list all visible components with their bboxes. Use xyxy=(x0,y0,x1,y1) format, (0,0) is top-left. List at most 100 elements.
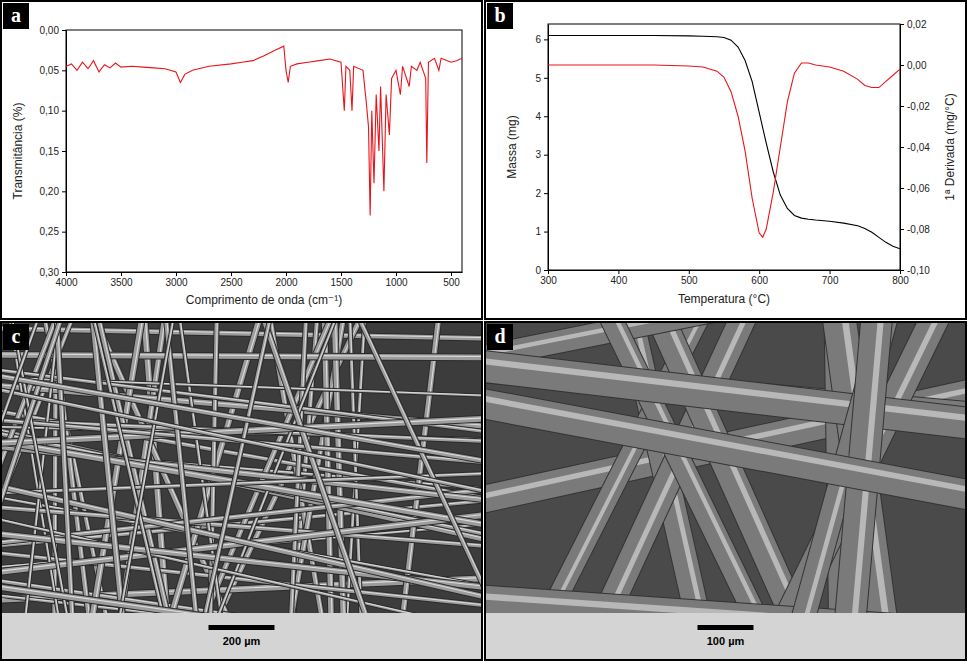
tick: 3 xyxy=(535,149,548,160)
fiber-highlight xyxy=(252,323,380,613)
panel-letter: b xyxy=(494,4,505,26)
fiber-highlight xyxy=(2,354,481,357)
fiber-highlight xyxy=(2,581,481,613)
tick: 500 xyxy=(681,270,698,286)
tick: 0,25 xyxy=(40,226,66,237)
fiber-edge xyxy=(2,323,51,613)
fiber-edge xyxy=(251,323,379,613)
tick-label: 500 xyxy=(443,277,460,288)
tick-mark xyxy=(62,70,66,71)
plot-area xyxy=(548,36,900,249)
tick-label: 300 xyxy=(540,275,557,286)
tick-label: 0,02 xyxy=(907,19,927,30)
tick-label: 700 xyxy=(822,275,839,286)
axis-line xyxy=(66,31,67,273)
fiber-edge xyxy=(2,355,481,358)
tick-label: 500 xyxy=(681,275,698,286)
fiber-highlight xyxy=(2,381,481,498)
fiber-highlight xyxy=(486,594,965,613)
tick: 0,05 xyxy=(40,65,66,76)
plot-frame xyxy=(548,24,900,270)
fiber xyxy=(2,382,481,499)
tick-mark xyxy=(62,30,66,31)
tick: 0 xyxy=(535,265,548,276)
tick-label: 400 xyxy=(611,275,628,286)
y-axis: 0,000,050,100,150,200,250,30 xyxy=(40,25,67,278)
tick-mark xyxy=(544,232,548,233)
panel-letter-box xyxy=(487,3,513,29)
x-axis: 4000350030002500200015001000500 xyxy=(55,272,462,288)
tick-label: -0,08 xyxy=(907,224,930,235)
x-axis: 300400500600700800 xyxy=(540,270,909,286)
tick-mark xyxy=(900,106,904,107)
tick-mark xyxy=(62,232,66,233)
tick: 0,02 xyxy=(900,19,927,30)
tick-label: 0,10 xyxy=(40,105,60,116)
fiber-edge xyxy=(2,382,481,499)
tick-label: 4 xyxy=(535,111,541,122)
tick-mark xyxy=(62,191,66,192)
tick-mark xyxy=(121,272,122,276)
tick: 700 xyxy=(822,270,839,286)
tick-mark xyxy=(830,270,831,274)
fiber-edge xyxy=(55,323,74,613)
tick-label: 2000 xyxy=(275,277,298,288)
tick-label: 1 xyxy=(535,226,541,237)
axis-title: Temperatura (°C) xyxy=(678,292,770,306)
tick: 0,20 xyxy=(40,186,66,197)
panel-letter-box xyxy=(487,324,513,350)
fiber xyxy=(2,328,481,339)
fiber-edge xyxy=(2,582,481,613)
fiber xyxy=(162,323,200,613)
fiber xyxy=(55,323,74,613)
fiber-highlight xyxy=(2,477,481,604)
tick-label: 0,15 xyxy=(40,146,60,157)
tick-mark xyxy=(341,272,342,276)
fiber-highlight xyxy=(56,323,75,613)
tick: 3500 xyxy=(110,272,133,288)
tick: -0,06 xyxy=(900,183,930,194)
data-line xyxy=(66,46,462,215)
tick-mark xyxy=(900,188,904,189)
fiber-highlight xyxy=(6,323,74,613)
tick-label: 0,20 xyxy=(40,186,60,197)
fiber xyxy=(197,323,278,613)
scale-strip xyxy=(2,613,481,659)
tick-label: 800 xyxy=(892,275,909,286)
tick-mark xyxy=(544,270,548,271)
tick: 0,10 xyxy=(40,105,66,116)
tick-mark xyxy=(900,229,904,230)
scale-bar-label: 100 µm xyxy=(707,635,745,647)
panel-frame xyxy=(485,1,966,319)
fiber-edge xyxy=(2,478,481,605)
tick-label: -0,04 xyxy=(907,142,930,153)
fiber-highlight xyxy=(163,323,201,613)
tick: 0,15 xyxy=(40,146,66,157)
tick-mark xyxy=(548,270,549,274)
tick-label: 0,00 xyxy=(907,60,927,71)
tick: -0,10 xyxy=(900,265,930,276)
tick-mark xyxy=(451,272,452,276)
panel-letter-box xyxy=(3,3,29,29)
fiber-highlight xyxy=(486,392,965,497)
tick: -0,02 xyxy=(900,101,930,112)
tick-mark xyxy=(396,272,397,276)
fiber-edge xyxy=(5,323,73,613)
tick: -0,04 xyxy=(900,142,930,153)
tick-mark xyxy=(176,272,177,276)
tick-mark xyxy=(544,39,548,40)
tick-mark xyxy=(231,272,232,276)
tick-label: 1000 xyxy=(385,277,408,288)
tick-label: -0,02 xyxy=(907,101,930,112)
fiber-edge xyxy=(197,323,278,613)
plot-frame xyxy=(66,30,462,272)
scale-bar xyxy=(209,625,275,630)
tick: 4 xyxy=(535,111,548,122)
fiber-highlight xyxy=(197,323,278,613)
tick: 500 xyxy=(443,272,460,288)
tick-label: 5 xyxy=(535,73,541,84)
fiber xyxy=(2,355,481,358)
micrograph xyxy=(2,323,481,613)
tick-mark xyxy=(66,272,67,276)
fiber-highlight xyxy=(2,369,481,467)
